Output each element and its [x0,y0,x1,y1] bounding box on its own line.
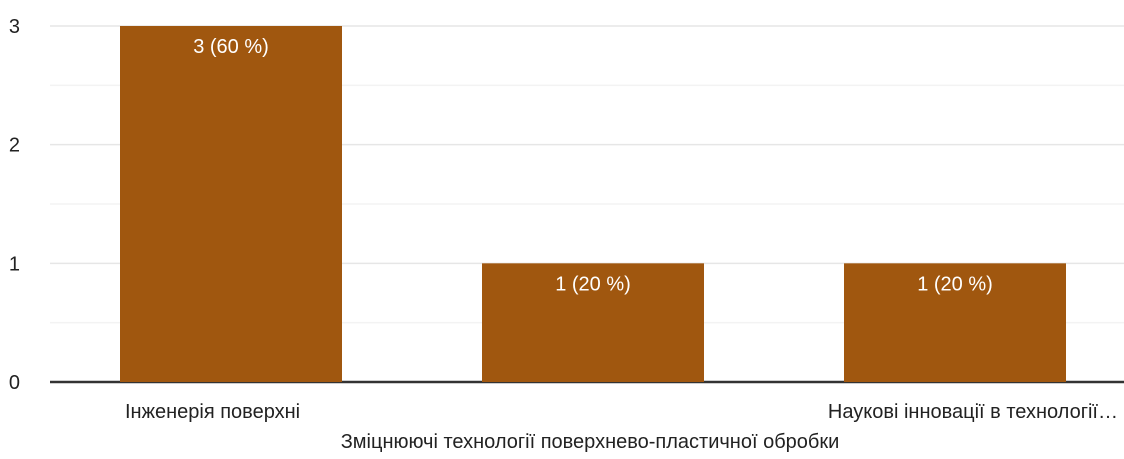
y-tick-label: 0 [9,372,20,394]
bar [482,263,704,382]
data-labels: 3 (60 %) 1 (20 %) 1 (20 %) [193,36,993,295]
y-tick-label: 1 [9,253,20,275]
data-label: 1 (20 %) [555,273,631,295]
y-tick-label: 2 [9,135,20,157]
x-tick-label: Зміцнюючі технології поверхнево-пластичн… [341,431,840,453]
data-label: 3 (60 %) [193,36,269,58]
x-axis-ticks: Інженерія поверхні Наукові інновації в те… [125,401,1118,453]
bar [844,263,1066,382]
x-tick-label: Наукові інновації в технології… [828,401,1118,423]
data-label: 1 (20 %) [917,273,993,295]
bar [120,26,342,382]
x-tick-label: Інженерія поверхні [125,401,300,423]
bars [120,26,1066,382]
y-tick-label: 3 [9,16,20,38]
y-axis-ticks: 0 1 2 3 [9,16,20,394]
